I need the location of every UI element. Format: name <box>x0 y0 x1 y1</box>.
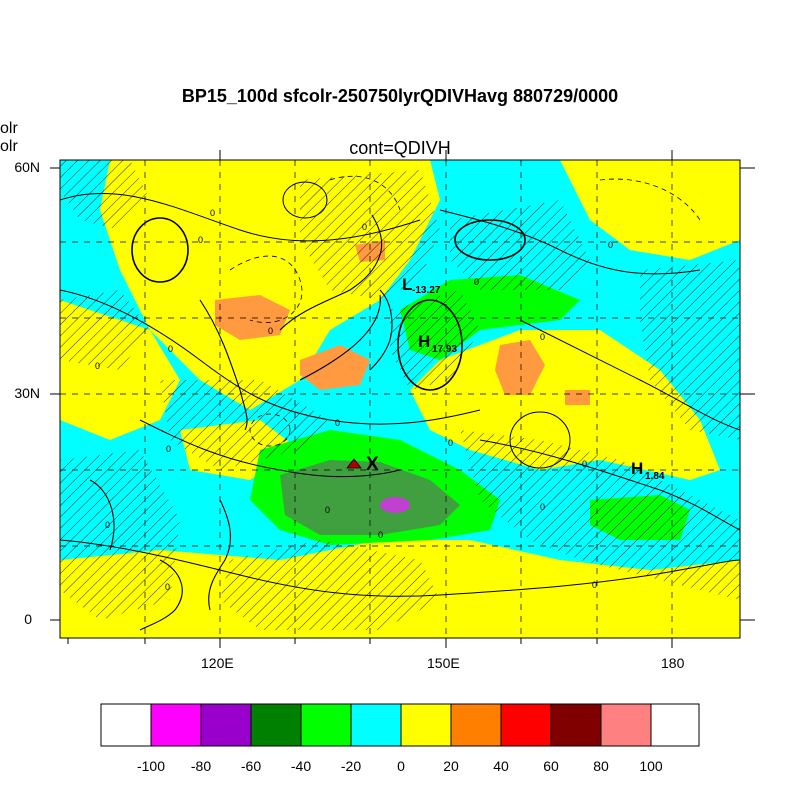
colorbar-label: 0 <box>397 758 405 774</box>
contour-label: 0 <box>540 332 545 342</box>
colorbar-box-4 <box>300 703 352 747</box>
contour-label: 0 <box>362 222 367 232</box>
hatch-area-4 <box>390 290 480 390</box>
colorbar-label: 80 <box>593 758 609 774</box>
orange-patch-3 <box>495 340 545 395</box>
left-label-top: olr <box>0 120 18 137</box>
colorbar-box-9 <box>550 703 602 747</box>
colorbar-label: 20 <box>443 758 459 774</box>
contour-label: 0 <box>592 580 597 590</box>
high-center-letter: H <box>418 332 430 351</box>
pressure-centers: L -13.27 H 17.93 H 1.84 X <box>366 275 665 482</box>
contour-lines <box>60 181 740 597</box>
hatch-area-9 <box>220 540 440 630</box>
lat-label-0: 0 <box>24 611 32 627</box>
low-center-letter: L <box>402 275 412 294</box>
colorbar <box>100 703 700 747</box>
colorbar-label: -20 <box>340 758 362 774</box>
lat-label-30n: 30N <box>14 385 40 401</box>
colorbar-box-10 <box>600 703 652 747</box>
colorbar-label: -60 <box>240 758 262 774</box>
contour-label: 0 <box>268 326 273 336</box>
lon-label-120e: 120E <box>201 655 234 671</box>
hatch-area-3 <box>450 200 590 290</box>
low-center-value: -13.27 <box>412 285 441 296</box>
axis-ticks <box>50 150 755 648</box>
contour-label: 0 <box>325 505 330 515</box>
lat-label-60n: 60N <box>14 159 40 175</box>
hatch-area-6 <box>460 430 740 600</box>
colorbar-label: 60 <box>543 758 559 774</box>
orange-patch-5 <box>565 390 590 405</box>
location-marker-icon <box>346 458 362 469</box>
contour-label: 0 <box>608 240 613 250</box>
dashed-contours <box>229 175 701 447</box>
lon-label-180: 180 <box>661 655 685 671</box>
contour-label: 0 <box>448 438 453 448</box>
colorbar-label: -100 <box>136 758 166 774</box>
colorbar-box-1 <box>150 703 202 747</box>
high-center-value: 17.93 <box>432 344 457 355</box>
contour-label: 0 <box>198 235 203 245</box>
colorbar-box-7 <box>450 703 502 747</box>
purple-spot <box>380 497 410 513</box>
high-center-2-value: 1.84 <box>645 471 665 482</box>
left-label-bottom: olr <box>0 138 18 155</box>
map-grid <box>60 160 740 638</box>
colorbar-box-0 <box>100 703 152 747</box>
contour-label: 0 <box>582 459 587 469</box>
colorbar-label: -40 <box>290 758 312 774</box>
contour-label: 0 <box>335 418 340 428</box>
colorbar-box-5 <box>350 703 402 747</box>
colorbar-box-8 <box>500 703 552 747</box>
plot-frame <box>59 159 741 639</box>
coastlines <box>89 214 393 631</box>
x-marker-label: X <box>366 454 379 475</box>
colorbar-box-6 <box>400 703 452 747</box>
contour-label: 0 <box>210 208 215 218</box>
lon-label-150e: 150E <box>427 655 460 671</box>
plot-subtitle: cont=QDIVH <box>349 138 451 158</box>
contour-label: 0 <box>105 520 110 530</box>
colorbar-label: 40 <box>493 758 509 774</box>
orange-patch-1 <box>215 295 290 340</box>
contour-label: 0 <box>378 530 383 540</box>
hatch-area-10 <box>60 290 150 370</box>
contour-labels: 0 0 0 0 0 0 0 0 0 0 0 0 0 0 0 0 0 0 0 <box>95 208 613 592</box>
hatch-area-5 <box>640 260 740 440</box>
colorbar-box-2 <box>200 703 252 747</box>
colorbar-label: 100 <box>639 758 663 774</box>
colorbar-label: -80 <box>190 758 212 774</box>
plot-title: BP15_100d sfcolr-250750lyrQDIVHavg 88072… <box>181 86 619 106</box>
contour-label: 0 <box>95 361 100 371</box>
contour-label: 0 <box>540 502 545 512</box>
high-center-2-letter: H <box>631 459 643 478</box>
hatch-area-1 <box>60 160 150 230</box>
contour-label: 0 <box>474 277 479 287</box>
contour-label: 0 <box>165 582 170 592</box>
hatch-area-8 <box>60 450 180 620</box>
contour-label: 0 <box>166 444 171 454</box>
hatch-area-7 <box>160 380 330 470</box>
colorbar-box-3 <box>250 703 302 747</box>
orange-patch-2 <box>300 345 370 390</box>
colorbar-box-11 <box>650 703 700 747</box>
contour-label: 0 <box>168 344 173 354</box>
yellow-region-northeast <box>560 160 740 260</box>
shaded-field <box>60 160 740 638</box>
